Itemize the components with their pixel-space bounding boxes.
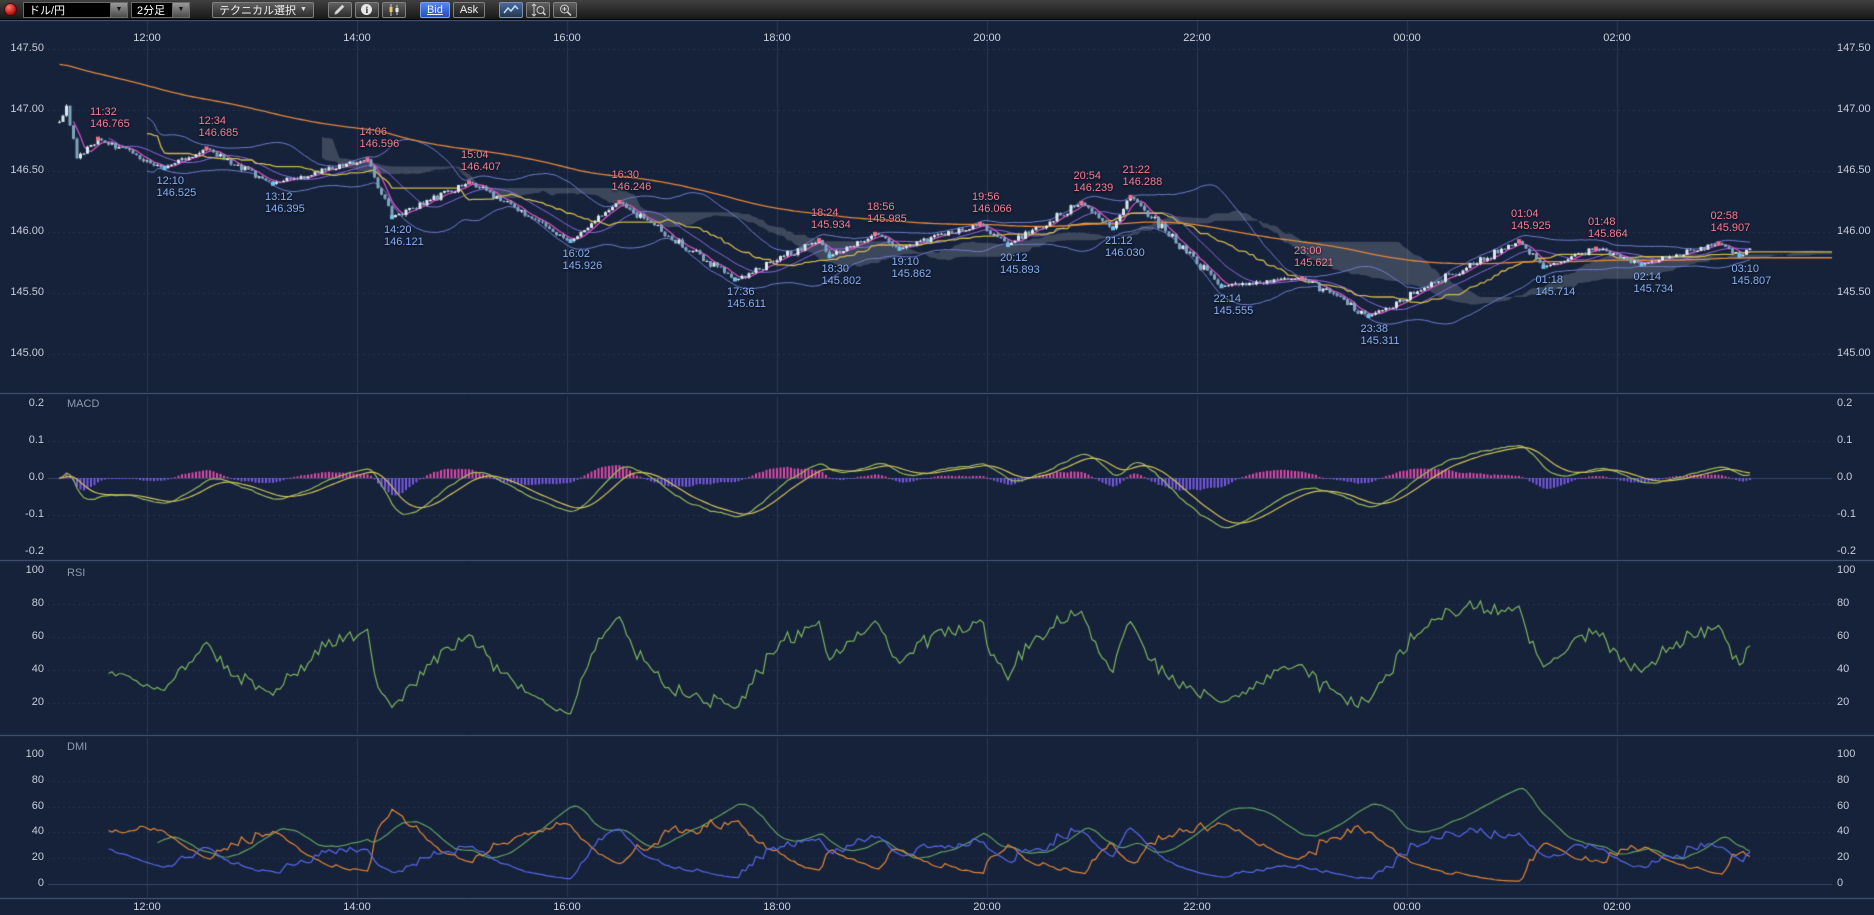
timeframe-select-value: 2分足 (131, 1, 173, 18)
pair-select-value: ドル/円 (23, 1, 111, 18)
chevron-down-icon: ▼ (300, 6, 307, 13)
zoom-in-icon (559, 4, 572, 16)
chevron-down-icon[interactable]: ▼ (111, 1, 128, 18)
info-button[interactable]: i (354, 1, 379, 18)
zoom-fit-button[interactable] (526, 1, 551, 18)
chart-toolbar: ドル/円 ▼ 2分足 ▼ テクニカル選択 ▼ i Bid Ask (0, 0, 1874, 20)
line-chart-button[interactable] (499, 1, 524, 18)
technical-select-label: テクニカル選択 (219, 4, 296, 17)
zoom-in-button[interactable] (553, 1, 578, 18)
candle-chart-button[interactable] (381, 1, 406, 18)
draw-tool-button[interactable] (327, 1, 352, 18)
timeframe-select[interactable]: 2分足 ▼ (131, 1, 190, 18)
pencil-icon (334, 4, 346, 15)
info-icon: i (361, 4, 373, 15)
app-icon (4, 3, 17, 16)
bid-toggle-button[interactable]: Bid (419, 1, 450, 18)
zoom-fit-icon (531, 2, 547, 17)
chevron-down-icon[interactable]: ▼ (173, 1, 190, 18)
technical-select-button[interactable]: テクニカル選択 ▼ (212, 1, 314, 18)
line-chart-icon (503, 4, 519, 13)
candlestick-icon (389, 3, 399, 16)
pair-select[interactable]: ドル/円 ▼ (23, 1, 128, 18)
ask-toggle-button[interactable]: Ask (452, 1, 486, 18)
